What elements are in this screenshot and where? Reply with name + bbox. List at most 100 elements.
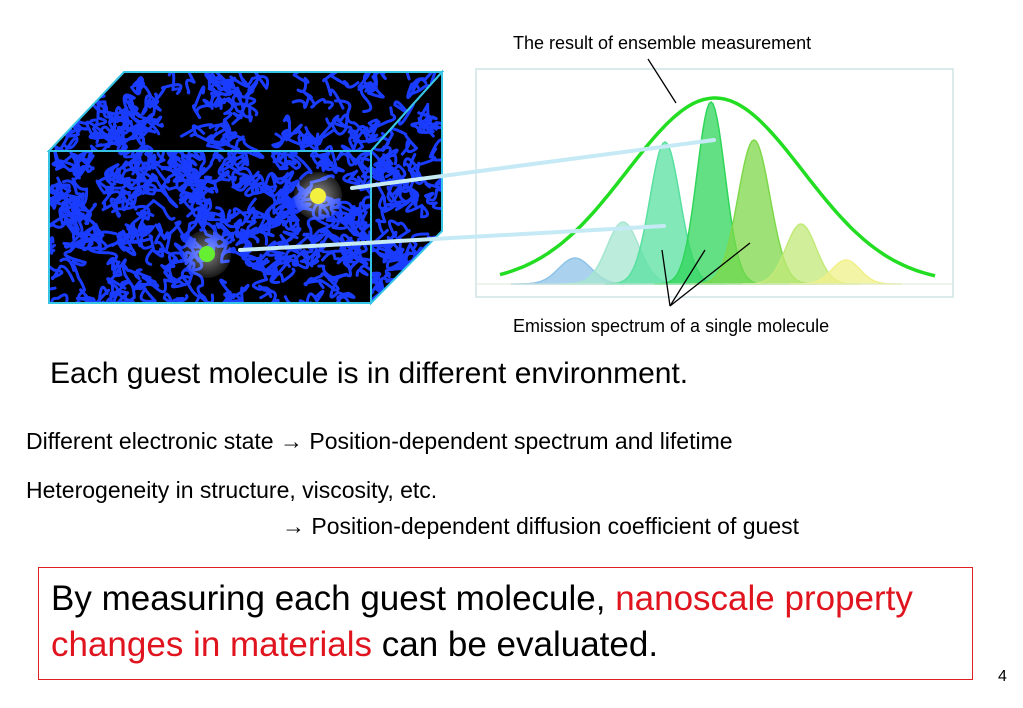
guest-molecule-yellow — [310, 188, 326, 204]
polymer-chain — [137, 168, 189, 191]
polymer-chain — [340, 133, 374, 151]
polymer-chain — [292, 72, 315, 93]
polymer-chain — [106, 258, 130, 297]
heterogeneity-line: Heterogeneity in structure, viscosity, e… — [26, 477, 438, 503]
polymer-chain — [49, 72, 95, 84]
polymer-chain — [54, 151, 76, 171]
polymer-chain — [350, 201, 371, 229]
polymer-chain — [123, 108, 164, 134]
polymer-chain — [49, 264, 75, 291]
polymer-chain — [274, 170, 296, 224]
polymer-chain — [96, 166, 127, 195]
polymer-chain — [71, 177, 90, 218]
polymer-chain — [283, 289, 325, 303]
polymer-chain — [227, 151, 248, 167]
single-molecule-spectrum-label: Emission spectrum of a single molecule — [513, 316, 830, 336]
polymer-chain — [120, 299, 135, 303]
polymer-chain — [49, 176, 72, 208]
conclusion-part-1: By measuring each guest molecule, — [51, 579, 616, 618]
diffusion-line: → Position-dependent diffusion coefficie… — [282, 513, 799, 539]
polymer-chain — [49, 72, 57, 100]
polymer-chain — [111, 111, 138, 146]
single-molecule-peaks — [511, 100, 902, 285]
polymer-chain — [217, 151, 242, 182]
polymer-chain — [418, 102, 442, 132]
polymer-chain — [392, 280, 421, 303]
polymer-chain — [189, 124, 237, 151]
polymer-chain — [282, 114, 319, 149]
polymer-chain — [285, 232, 321, 266]
polymer-chain — [129, 122, 148, 151]
polymer-chain — [371, 242, 400, 277]
polymer-chain — [51, 151, 78, 172]
polymer-chain — [95, 125, 128, 151]
polymer-chain — [371, 214, 380, 252]
polymer-chain — [357, 81, 385, 113]
polymer-chain — [244, 174, 286, 198]
polymer-chain — [134, 164, 158, 196]
polymer-chain — [5, 100, 45, 138]
polymer-chain — [49, 72, 111, 83]
ensemble-measurement-label: The result of ensemble measurement — [513, 33, 812, 53]
polymer-chain — [430, 284, 442, 303]
polymer-chain — [325, 114, 361, 144]
polymer-chain — [402, 138, 442, 181]
spectrum-panel — [475, 68, 954, 298]
polymer-chain — [49, 118, 63, 142]
polymer-chain — [163, 220, 198, 253]
polymer-chain — [160, 257, 196, 286]
polymer-chain — [286, 152, 313, 180]
polymer-chain — [436, 298, 442, 303]
polymer-chain — [207, 86, 243, 106]
figure — [0, 58, 954, 307]
polymer-chain — [138, 275, 193, 294]
connector-lines — [238, 138, 716, 252]
polymer-chain — [87, 238, 123, 277]
polymer-chain — [410, 119, 442, 134]
polymer-chain — [50, 293, 69, 303]
polymer-chain — [291, 91, 334, 110]
polymer-chain — [202, 290, 232, 303]
page-number: 4 — [998, 668, 1007, 685]
polymer-chain — [309, 151, 332, 173]
polymer-block — [0, 69, 445, 306]
polymer-chain — [377, 237, 402, 260]
polymer-chain — [177, 166, 201, 205]
polymer-chain — [118, 209, 155, 252]
annotation-pointers — [647, 58, 751, 307]
polymer-chain — [219, 212, 253, 252]
polymer-chain — [210, 122, 238, 147]
polymer-chain — [130, 76, 152, 97]
polymer-chain — [162, 292, 180, 303]
guest-molecule-green — [199, 246, 215, 262]
polymer-chain — [250, 252, 292, 273]
electronic-state-line: Different electronic state → Position-de… — [26, 428, 733, 454]
polymer-chain — [170, 294, 189, 303]
polymer-chain — [145, 151, 179, 174]
headline: Each guest molecule is in different envi… — [50, 357, 689, 390]
polymer-chain — [219, 278, 250, 303]
polymer-chain — [72, 151, 95, 181]
polymer-chain — [317, 264, 356, 303]
polymer-chain — [386, 175, 416, 203]
polymer-chain — [132, 279, 157, 303]
polymer-chain — [216, 76, 243, 98]
polymer-chain — [318, 240, 369, 266]
polymer-chain — [69, 214, 108, 252]
polymer-chain — [355, 220, 371, 246]
polymer-chain — [141, 72, 183, 116]
polymer-chain — [78, 77, 98, 105]
polymer-chain — [417, 111, 438, 138]
polymer-chain — [355, 106, 397, 135]
polymer-chain — [300, 216, 325, 260]
ensemble-curve — [499, 96, 936, 278]
polymer-chain — [0, 93, 42, 120]
polymer-chain — [231, 170, 256, 192]
polymer-chain — [196, 211, 235, 245]
polymer-chain — [271, 258, 314, 283]
polymer-chain — [164, 264, 215, 303]
conclusion-text: By measuring each guest molecule, nanosc… — [51, 576, 972, 668]
block-edges — [46, 69, 445, 306]
polymer-chain — [49, 128, 54, 151]
polymer-chain — [350, 151, 371, 175]
